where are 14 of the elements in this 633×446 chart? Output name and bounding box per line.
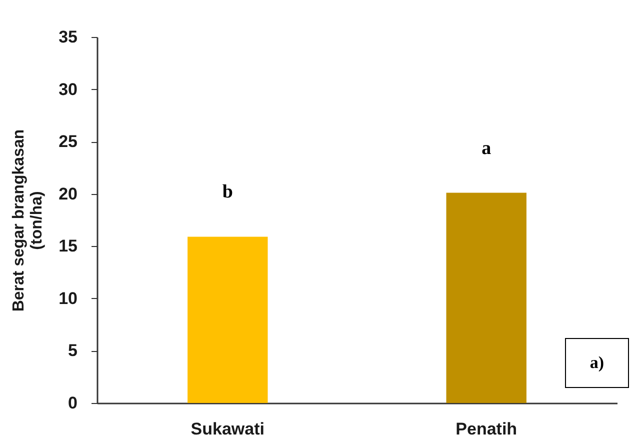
annotation: a)	[564, 338, 629, 388]
y-axis-title: Berat segar brangkasan (ton/ha)	[10, 129, 46, 312]
x-tick-label: Penatih	[456, 420, 518, 438]
y-tick-label: 10	[58, 288, 78, 308]
x-tick-label: Sukawati	[190, 420, 264, 438]
y-tick-label: 15	[58, 236, 78, 256]
y-tick-label: 35	[58, 28, 78, 46]
annotation: a	[482, 138, 492, 159]
y-tick-label: 0	[68, 394, 78, 412]
annotation: b	[222, 182, 233, 203]
y-tick-label: 20	[58, 184, 78, 204]
y-tick-label: 25	[58, 132, 78, 152]
y-tick-label: 30	[58, 80, 78, 99]
y-tick-label: 5	[68, 341, 78, 360]
